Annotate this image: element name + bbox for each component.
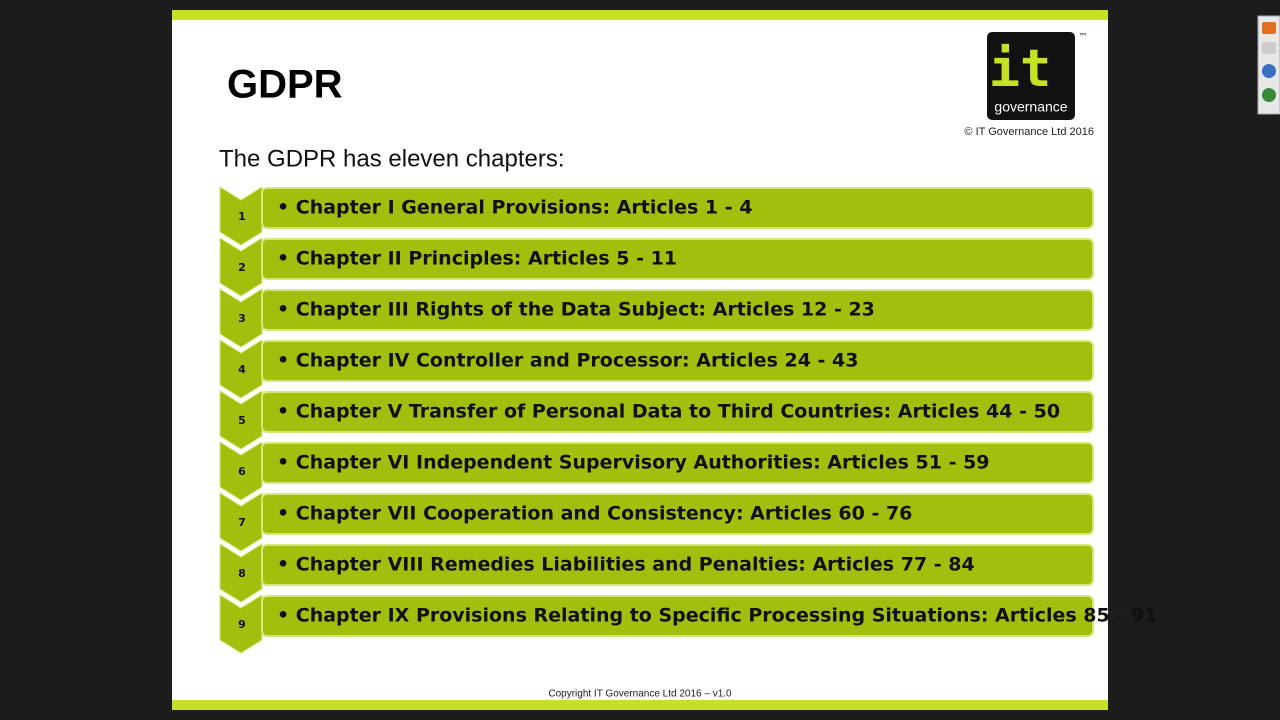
bottom-bar [172, 700, 1108, 710]
chapter-text: • Chapter IX Provisions Relating to Spec… [277, 605, 1157, 627]
chapter-number: 6 [238, 465, 246, 478]
chevron [219, 594, 263, 654]
chapter-item: 1 • Chapter I General Provisions: Article… [219, 186, 1094, 246]
chapter-number: 4 [238, 363, 246, 376]
chevron [219, 543, 263, 603]
chapter-number: 1 [238, 210, 246, 223]
chapter-bar [261, 289, 1094, 331]
chapter-bar [261, 340, 1094, 382]
toolbar-button[interactable] [1262, 88, 1276, 102]
chapter-text: • Chapter II Principles: Articles 5 - 11 [277, 248, 677, 270]
side-toolbar [1257, 15, 1280, 115]
chapter-text: • Chapter VIII Remedies Liabilities and … [277, 554, 975, 576]
chapter-number: 9 [238, 618, 246, 631]
chapter-number: 8 [238, 567, 246, 580]
chevron [219, 186, 263, 246]
chevron [219, 441, 263, 501]
chapter-text: • Chapter V Transfer of Personal Data to… [277, 401, 1060, 423]
chapter-item: 7 • Chapter VII Cooperation and Consisten… [219, 492, 1094, 552]
chapter-text: • Chapter VI Independent Supervisory Aut… [277, 452, 990, 474]
chevron [219, 492, 263, 552]
chapter-item: 4 • Chapter IV Controller and Processor: … [219, 339, 1094, 399]
chapter-bar [261, 442, 1094, 484]
chapter-item: 8 • Chapter VIII Remedies Liabilities and… [219, 543, 1094, 603]
toolbar-button[interactable] [1262, 22, 1276, 34]
chapter-list: 1 • Chapter I General Provisions: Article… [219, 186, 1157, 654]
chapter-text: • Chapter IV Controller and Processor: A… [277, 350, 859, 372]
chapter-number: 2 [238, 261, 246, 274]
chapter-bar [261, 238, 1094, 280]
logo-tm: ™ [1079, 33, 1088, 43]
chapter-item: 9 • Chapter IX Provisions Relating to Spe… [219, 594, 1157, 654]
chapter-number: 7 [238, 516, 246, 529]
chapter-number: 5 [238, 414, 246, 427]
logo-word: governance [994, 99, 1067, 115]
chevron [219, 390, 263, 450]
chapter-bar [261, 544, 1094, 586]
chapter-item: 5 • Chapter V Transfer of Personal Data t… [219, 390, 1094, 450]
logo: it governance ™ [987, 32, 1088, 120]
chapter-bar [261, 391, 1094, 433]
chapter-item: 6 • Chapter VI Independent Supervisory Au… [219, 441, 1094, 501]
chapter-bar [261, 187, 1094, 229]
logo-mark: it [989, 39, 1052, 99]
slide-subtitle: The GDPR has eleven chapters: [219, 145, 565, 172]
top-bar [172, 10, 1108, 20]
chapter-item: 2 • Chapter II Principles: Articles 5 - 1… [219, 237, 1094, 297]
chapter-bar [261, 595, 1094, 637]
chevron [219, 237, 263, 297]
chapter-bar [261, 493, 1094, 535]
chapter-number: 3 [238, 312, 246, 325]
chapter-item: 3 • Chapter III Rights of the Data Subjec… [219, 288, 1094, 348]
toolbar-button[interactable] [1262, 42, 1276, 54]
footer: Copyright IT Governance Ltd 2016 – v1.0 [548, 689, 732, 700]
logo-box [987, 32, 1075, 120]
logo-copyright: © IT Governance Ltd 2016 [964, 126, 1094, 138]
chapter-text: • Chapter I General Provisions: Articles… [277, 197, 752, 219]
chapter-text: • Chapter VII Cooperation and Consistenc… [277, 503, 912, 525]
chevron [219, 339, 263, 399]
slide-title: GDPR [227, 63, 343, 107]
toolbar-button[interactable] [1262, 64, 1276, 78]
chapter-text: • Chapter III Rights of the Data Subject… [277, 299, 875, 321]
chevron [219, 288, 263, 348]
